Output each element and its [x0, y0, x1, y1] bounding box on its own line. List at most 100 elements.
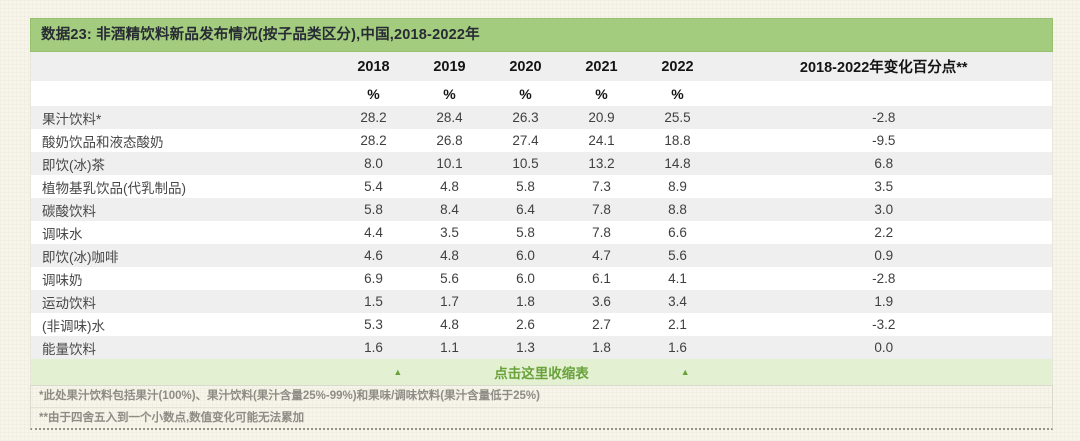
table-row: 即饮(冰)咖啡 4.6 4.8 6.0 4.7 5.6 0.9 [30, 244, 1053, 267]
value-cell: 1.6 [639, 336, 716, 359]
year-header-cell: 2018 [335, 52, 412, 81]
value-cell: 13.2 [563, 152, 640, 175]
table-row: 植物基乳饮品(代乳制品) 5.4 4.8 5.8 7.3 8.9 3.5 [30, 175, 1053, 198]
value-cell: 6.0 [487, 267, 564, 290]
change-cell: 3.5 [715, 175, 1053, 198]
collapse-table-button[interactable]: ▲ 点击这里收缩表 ▲ [30, 359, 1053, 385]
value-cell: 5.6 [411, 267, 488, 290]
value-cell: 6.1 [563, 267, 640, 290]
category-cell: 即饮(冰)茶 [30, 152, 336, 175]
unit-cell: % [563, 81, 640, 106]
category-cell: 果汁饮料* [30, 106, 336, 129]
data-table-card: 数据23: 非酒精饮料新品发布情况(按子品类区分),中国,2018-2022年 … [30, 18, 1053, 430]
value-cell: 1.1 [411, 336, 488, 359]
value-cell: 4.7 [563, 244, 640, 267]
value-cell: 1.3 [487, 336, 564, 359]
data-table: 2018 2019 2020 2021 2022 2018-2022年变化百分点** %%… [30, 52, 1053, 359]
category-cell: 运动饮料 [30, 290, 336, 313]
year-header-cell: 2020 [487, 52, 564, 81]
value-cell: 5.8 [487, 175, 564, 198]
blank-cell [715, 81, 1053, 106]
value-cell: 4.1 [639, 267, 716, 290]
value-cell: 8.4 [411, 198, 488, 221]
value-cell: 28.4 [411, 106, 488, 129]
value-cell: 18.8 [639, 129, 716, 152]
table-row: 能量饮料 1.6 1.1 1.3 1.8 1.6 0.0 [30, 336, 1053, 359]
value-cell: 1.8 [487, 290, 564, 313]
corner-cell [30, 81, 336, 106]
table-row: 运动饮料 1.5 1.7 1.8 3.6 3.4 1.9 [30, 290, 1053, 313]
value-cell: 3.6 [563, 290, 640, 313]
collapse-arrow-right-icon[interactable]: ▲ [680, 366, 690, 377]
change-cell: -9.5 [715, 129, 1053, 152]
change-cell: 0.0 [715, 336, 1053, 359]
value-cell: 4.4 [335, 221, 412, 244]
table-row: 酸奶饮品和液态酸奶 28.2 26.8 27.4 24.1 18.8 -9.5 [30, 129, 1053, 152]
value-cell: 6.0 [487, 244, 564, 267]
value-cell: 28.2 [335, 106, 412, 129]
value-cell: 26.3 [487, 106, 564, 129]
category-cell: 植物基乳饮品(代乳制品) [30, 175, 336, 198]
value-cell: 4.8 [411, 244, 488, 267]
category-cell: 即饮(冰)咖啡 [30, 244, 336, 267]
value-cell: 6.9 [335, 267, 412, 290]
category-cell: 调味水 [30, 221, 336, 244]
collapse-arrow-left-icon[interactable]: ▲ [393, 366, 403, 377]
category-cell: 调味奶 [30, 267, 336, 290]
change-cell: 3.0 [715, 198, 1053, 221]
unit-cell: % [487, 81, 564, 106]
change-cell: 0.9 [715, 244, 1053, 267]
footnote-rounding-note: **由于四舍五入到一个小数点,数值变化可能无法累加 [31, 407, 1052, 428]
change-cell: -2.8 [715, 106, 1053, 129]
years-header-row: 2018 2019 2020 2021 2022 2018-2022年变化百分点** [30, 52, 1053, 81]
unit-cell: % [335, 81, 412, 106]
value-cell: 3.5 [411, 221, 488, 244]
value-cell: 5.4 [335, 175, 412, 198]
category-cell: (非调味)水 [30, 313, 336, 336]
value-cell: 4.6 [335, 244, 412, 267]
value-cell: 2.1 [639, 313, 716, 336]
value-cell: 20.9 [563, 106, 640, 129]
change-cell: -2.8 [715, 267, 1053, 290]
category-cell: 酸奶饮品和液态酸奶 [30, 129, 336, 152]
value-cell: 1.5 [335, 290, 412, 313]
change-cell: 2.2 [715, 221, 1053, 244]
value-cell: 8.8 [639, 198, 716, 221]
year-header-cell: 2022 [639, 52, 716, 81]
value-cell: 7.8 [563, 221, 640, 244]
value-cell: 8.0 [335, 152, 412, 175]
table-title: 数据23: 非酒精饮料新品发布情况(按子品类区分),中国,2018-2022年 [41, 27, 480, 43]
value-cell: 6.4 [487, 198, 564, 221]
table-row: 即饮(冰)茶 8.0 10.1 10.5 13.2 14.8 6.8 [30, 152, 1053, 175]
table-row: 调味水 4.4 3.5 5.8 7.8 6.6 2.2 [30, 221, 1053, 244]
value-cell: 7.8 [563, 198, 640, 221]
value-cell: 4.8 [411, 313, 488, 336]
value-cell: 5.8 [335, 198, 412, 221]
table-body: 果汁饮料* 28.2 28.4 26.3 20.9 25.5 -2.8 酸奶饮品和液态酸奶 28… [30, 106, 1053, 359]
table-row: (非调味)水 5.3 4.8 2.6 2.7 2.1 -3.2 [30, 313, 1053, 336]
table-row: 碳酸饮料 5.8 8.4 6.4 7.8 8.8 3.0 [30, 198, 1053, 221]
value-cell: 5.8 [487, 221, 564, 244]
value-cell: 3.4 [639, 290, 716, 313]
value-cell: 25.5 [639, 106, 716, 129]
value-cell: 5.3 [335, 313, 412, 336]
footnote-juice-definition: *此处果汁饮料包括果汁(100%)、果汁饮料(果汁含量25%-99%)和果味/调… [39, 390, 540, 402]
value-cell: 14.8 [639, 152, 716, 175]
corner-cell [30, 52, 336, 81]
value-cell: 10.1 [411, 152, 488, 175]
collapse-button-label[interactable]: 点击这里收缩表 [494, 366, 589, 381]
year-header-cell: 2021 [563, 52, 640, 81]
value-cell: 10.5 [487, 152, 564, 175]
table-head: 2018 2019 2020 2021 2022 2018-2022年变化百分点** %%… [30, 52, 1053, 106]
change-header-cell: 2018-2022年变化百分点** [715, 52, 1053, 81]
category-cell: 碳酸饮料 [30, 198, 336, 221]
change-cell: 1.9 [715, 290, 1053, 313]
value-cell: 28.2 [335, 129, 412, 152]
value-cell: 2.7 [563, 313, 640, 336]
value-cell: 24.1 [563, 129, 640, 152]
value-cell: 5.6 [639, 244, 716, 267]
table-title-bar: 数据23: 非酒精饮料新品发布情况(按子品类区分),中国,2018-2022年 [30, 18, 1053, 52]
value-cell: 6.6 [639, 221, 716, 244]
value-cell: 7.3 [563, 175, 640, 198]
